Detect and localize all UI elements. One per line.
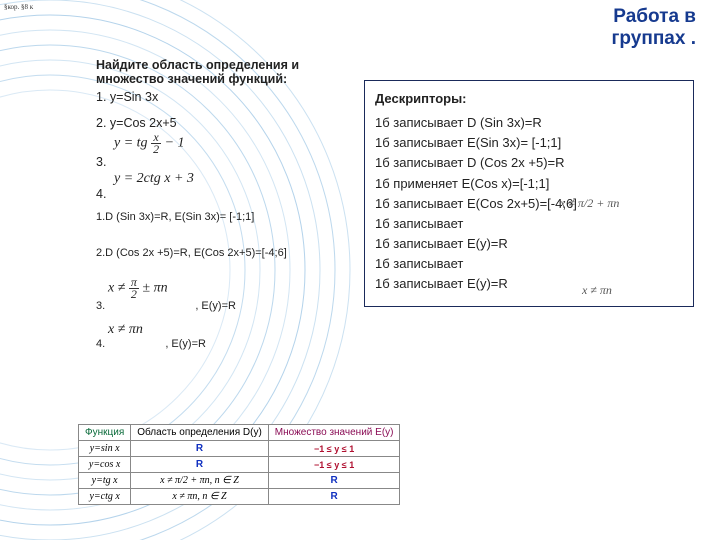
desc-line: 1б записывает E(y)=R [375,274,683,294]
answer-3-label: 3. , E(y)=R [96,300,356,312]
equation-4: y = 2ctg x + 3 [114,171,356,187]
table-header-range: Множество значений E(y) [268,425,400,441]
item-4-label: 4. [96,187,356,201]
answer-4-expr: x ≠ πn [108,322,356,338]
trig-functions-table: Функция Область определения D(y) Множест… [78,424,400,505]
table-header-domain: Область определения D(y) [131,425,269,441]
answer-3-expr: x ≠ π 2 ± πn [108,277,356,300]
table-row: y=sin x R −1 ≤ y ≤ 1 [79,441,400,457]
desc-line: 1б применяет E(Cos x)=[-1;1] [375,174,683,194]
desc-line: 1б записывает E(Sin 3x)= [-1;1] [375,133,683,153]
desc-line: 1б записывает D (Cos 2x +5)=R [375,153,683,173]
corner-marks: §кор. §8 к [4,4,33,11]
answer-1: 1.D (Sin 3x)=R, E(Sin 3x)= [-1;1] [96,211,356,223]
answer-2: 2.D (Cos 2x +5)=R, E(Cos 2x+5)=[-4;6] [96,247,356,259]
answer-4-label: 4. , E(y)=R [96,338,356,350]
desc-line: 1б записывает E(y)=R [375,234,683,254]
task-column: Найдите область определения и множество … [96,58,356,352]
table-row: y=tg x x ≠ π/2 + πn, n ∈ Z R [79,473,400,489]
desc-line: 1б записывает D (Sin 3x)=R [375,113,683,133]
desc-line: 1б записывает E(Cos 2x+5)=[-4;6] [375,194,683,214]
equation-3: y = tg x 2 − 1 [114,132,356,155]
fraction: x 2 [151,132,161,155]
desc-line: 1б записывает [375,254,683,274]
item-3-label: 3. [96,155,356,169]
table-row: y=ctg x x ≠ πn, n ∈ Z R [79,489,400,505]
descriptors-title: Дескрипторы: [375,89,683,109]
item-1: 1. y=Sin 3x [96,90,356,104]
header-line2: группах . [612,28,696,49]
desc-line: 1б записывает [375,214,683,234]
page-title: Работа в группах . [612,6,696,50]
item-2: 2. y=Cos 2x+5 [96,116,356,130]
descriptors-box: Дескрипторы: 1б записывает D (Sin 3x)=R … [364,80,694,307]
task-heading: Найдите область определения и множество … [96,58,356,86]
table-row: y=cos x R −1 ≤ y ≤ 1 [79,457,400,473]
table-header-func: Функция [79,425,131,441]
fraction: π 2 [129,277,139,300]
header-line1: Работа в [613,6,696,27]
